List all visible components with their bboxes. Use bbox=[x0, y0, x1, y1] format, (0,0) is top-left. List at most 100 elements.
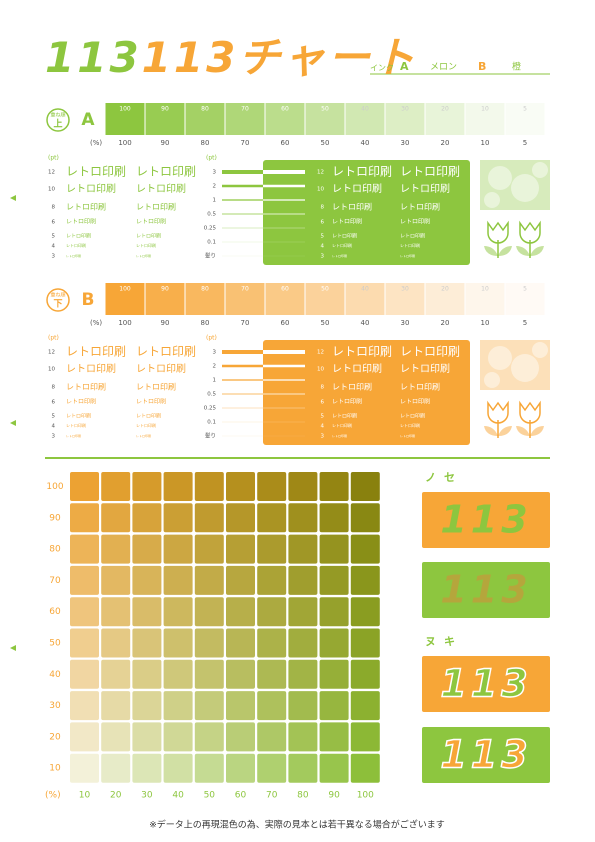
sample-box bbox=[422, 562, 550, 618]
mix-cell bbox=[257, 722, 287, 752]
tulip-leaf bbox=[484, 246, 512, 256]
sample-box bbox=[422, 727, 550, 783]
mix-cell bbox=[70, 753, 99, 783]
mix-cell bbox=[101, 628, 131, 658]
mix-cell bbox=[70, 659, 99, 689]
photo-flower bbox=[488, 346, 512, 370]
pt-label: 12 bbox=[317, 350, 324, 356]
mix-cell bbox=[163, 722, 193, 752]
mix-cell bbox=[101, 503, 131, 533]
x-tick-label: 80 bbox=[297, 791, 309, 801]
pt-label: 5 bbox=[52, 234, 56, 240]
mix-cell bbox=[288, 722, 318, 752]
y-tick-label: 80 bbox=[49, 545, 61, 555]
tint-swatch bbox=[425, 283, 465, 315]
line-weight-label: 2 bbox=[213, 364, 217, 370]
mix-cell bbox=[319, 628, 349, 658]
pt-label: 10 bbox=[48, 187, 55, 193]
photo-flower bbox=[484, 192, 500, 208]
sample-text: レトロ印刷 bbox=[136, 183, 186, 195]
sample-text-reverse: レトロ印刷 bbox=[400, 345, 460, 359]
mix-cell bbox=[288, 503, 318, 533]
sample-113: 113 bbox=[440, 733, 531, 777]
line-weight-label: 3 bbox=[213, 350, 217, 356]
sample-box bbox=[422, 656, 550, 712]
tint-axis-label: 100 bbox=[118, 319, 131, 327]
mix-cell bbox=[257, 691, 287, 721]
sample-text: レトロ印刷 bbox=[136, 363, 186, 375]
tint-label: 50 bbox=[321, 106, 329, 113]
tint-swatch bbox=[505, 283, 545, 315]
sample-text: レトロ印刷 bbox=[136, 383, 176, 392]
sample-text: レトロ印刷 bbox=[136, 345, 196, 359]
pt-label: 5 bbox=[321, 414, 325, 420]
mix-cell bbox=[350, 691, 380, 721]
pt-label: 8 bbox=[321, 385, 325, 391]
line-weight-label: 1 bbox=[213, 198, 217, 204]
arrow-marker bbox=[10, 420, 16, 426]
sample-text-reverse: レトロ印刷 bbox=[332, 363, 382, 375]
sample-text-reverse: レトロ印刷 bbox=[400, 413, 425, 420]
mix-cell bbox=[350, 628, 380, 658]
sample-113: 113 bbox=[440, 662, 531, 706]
sample-text: レトロ印刷 bbox=[66, 413, 91, 420]
line-weight-label: 0.25 bbox=[204, 226, 217, 232]
tint-label: 20 bbox=[441, 286, 449, 293]
tint-label: 50 bbox=[321, 286, 329, 293]
photo-flower bbox=[532, 342, 548, 358]
sample-text: レトロ印刷 bbox=[136, 422, 156, 428]
tint-label: 70 bbox=[241, 106, 249, 113]
mix-cell bbox=[101, 753, 131, 783]
tulip-leaf bbox=[516, 246, 544, 256]
nose-label: ノセ bbox=[425, 471, 463, 484]
tint-label: 5 bbox=[523, 286, 527, 293]
pt-label: 8 bbox=[52, 205, 56, 211]
sample-text: レトロ印刷 bbox=[136, 233, 161, 240]
pt-label: 12 bbox=[317, 170, 324, 176]
sample-text-reverse: レトロ印刷 bbox=[332, 218, 362, 226]
mix-cell bbox=[350, 503, 380, 533]
tint-label: 60 bbox=[281, 106, 289, 113]
sample-text: レトロ印刷 bbox=[66, 203, 106, 212]
mix-cell bbox=[350, 472, 380, 501]
mix-cell bbox=[132, 472, 162, 501]
pt-label: 12 bbox=[48, 350, 55, 356]
mix-cell bbox=[350, 565, 380, 595]
mix-cell bbox=[257, 534, 287, 564]
section-name: A bbox=[81, 110, 95, 130]
mix-cell bbox=[319, 659, 349, 689]
mix-cell bbox=[226, 628, 255, 658]
tint-axis-label: 20 bbox=[441, 319, 450, 327]
mix-cell bbox=[132, 659, 162, 689]
tint-label: 100 bbox=[119, 106, 131, 113]
tint-label: 10 bbox=[481, 106, 489, 113]
pt-unit: (pt) bbox=[206, 155, 217, 162]
mix-cell bbox=[194, 597, 224, 627]
sample-text: レトロ印刷 bbox=[66, 363, 116, 375]
mix-cell bbox=[319, 597, 349, 627]
pt-label: 6 bbox=[321, 220, 325, 226]
sample-text-reverse: レトロ印刷 bbox=[332, 242, 352, 248]
sample-113: 113 bbox=[440, 568, 531, 612]
tint-swatch bbox=[225, 103, 265, 135]
tint-axis-label: 5 bbox=[523, 139, 527, 147]
photo bbox=[480, 340, 550, 390]
tint-axis-label: 10 bbox=[481, 139, 490, 147]
tint-swatch bbox=[185, 283, 225, 315]
pt-label: 6 bbox=[52, 220, 56, 226]
y-tick-label: 70 bbox=[49, 576, 61, 586]
pt-unit: (pt) bbox=[48, 335, 59, 342]
photo bbox=[480, 160, 550, 210]
mix-cell bbox=[194, 534, 224, 564]
mix-cell bbox=[288, 659, 318, 689]
mix-cell bbox=[194, 628, 224, 658]
sample-text: レトロ印刷 bbox=[66, 233, 91, 240]
sample-text: レトロ印刷 bbox=[66, 345, 126, 359]
mix-cell bbox=[101, 534, 131, 564]
mix-cell bbox=[163, 628, 193, 658]
pt-label: 12 bbox=[48, 170, 55, 176]
nuki-label: ヌキ bbox=[425, 635, 463, 648]
y-tick-label: 90 bbox=[49, 513, 61, 523]
tint-label: 100 bbox=[119, 286, 131, 293]
note: ※データ上の再現混色の為、実際の見本とは若干異なる場合がございます bbox=[149, 819, 445, 831]
